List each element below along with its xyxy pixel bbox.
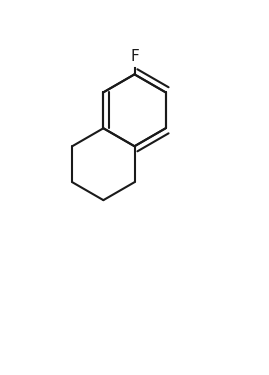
Text: F: F xyxy=(130,49,139,64)
